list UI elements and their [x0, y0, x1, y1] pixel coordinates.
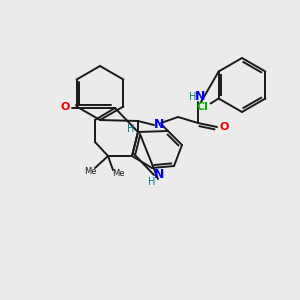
- Text: Cl: Cl: [197, 101, 208, 112]
- Text: H: H: [148, 177, 156, 187]
- Text: Me: Me: [112, 169, 124, 178]
- Text: H: H: [189, 92, 197, 102]
- Text: O: O: [219, 122, 229, 132]
- Text: N: N: [195, 91, 205, 103]
- Text: H: H: [127, 124, 135, 134]
- Text: O: O: [60, 102, 70, 112]
- Text: N: N: [154, 169, 164, 182]
- Text: N: N: [154, 118, 164, 130]
- Text: Me: Me: [84, 167, 96, 176]
